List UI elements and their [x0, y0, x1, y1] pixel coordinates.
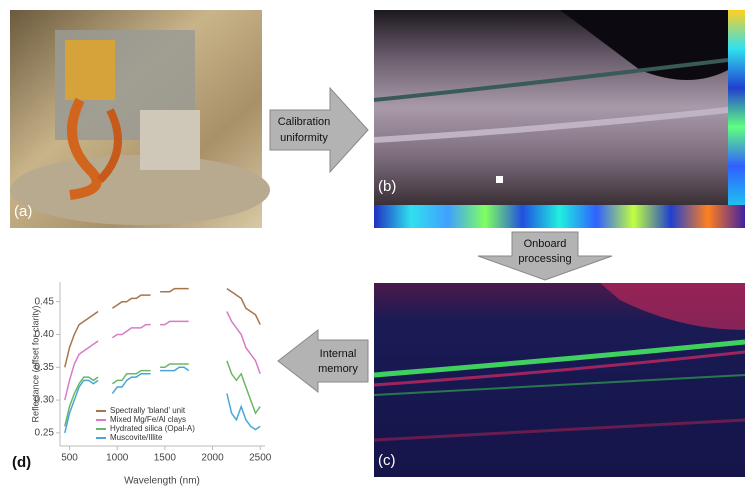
photo-outcrop	[374, 10, 745, 228]
x-tick-label: 2000	[201, 453, 224, 464]
legend-label: Hydrated silica (Opal-A)	[110, 424, 195, 433]
spectrum-line	[65, 289, 260, 368]
photo-processed	[374, 283, 745, 477]
legend-label: Spectrally 'bland' unit	[110, 406, 186, 415]
legend-label: Muscovite/Illite	[110, 433, 163, 442]
arrow-label: Onboard	[524, 238, 567, 250]
arrow-left	[278, 330, 368, 392]
panel-label: (a)	[14, 203, 32, 220]
arrow-label: uniformity	[280, 132, 328, 144]
x-tick-label: 1000	[106, 453, 129, 464]
x-tick-label: 1500	[154, 453, 177, 464]
x-axis-label: Wavelength (nm)	[124, 476, 200, 487]
panel-label: (d)	[12, 454, 31, 471]
y-tick-label: 0.25	[35, 428, 55, 439]
figure: (a) (b) (c) Calibration uniformity Onboa…	[0, 0, 745, 487]
x-tick-label: 500	[61, 453, 78, 464]
panel-label: (b)	[378, 178, 396, 195]
photo-instrument	[10, 10, 270, 228]
legend-label: Mixed Mg/Fe/Al clays	[110, 415, 186, 424]
arrow-label: Internal	[320, 348, 357, 360]
arrow-label: memory	[318, 363, 358, 375]
arrow-label: Calibration	[278, 116, 331, 128]
y-axis-label: Reflectance (offset for clarity)	[30, 306, 40, 423]
arrow-label: processing	[518, 253, 571, 265]
panel-label: (c)	[378, 452, 396, 469]
spectrum-line	[65, 312, 260, 401]
x-tick-label: 2500	[249, 453, 272, 464]
arrow-right	[270, 88, 368, 172]
